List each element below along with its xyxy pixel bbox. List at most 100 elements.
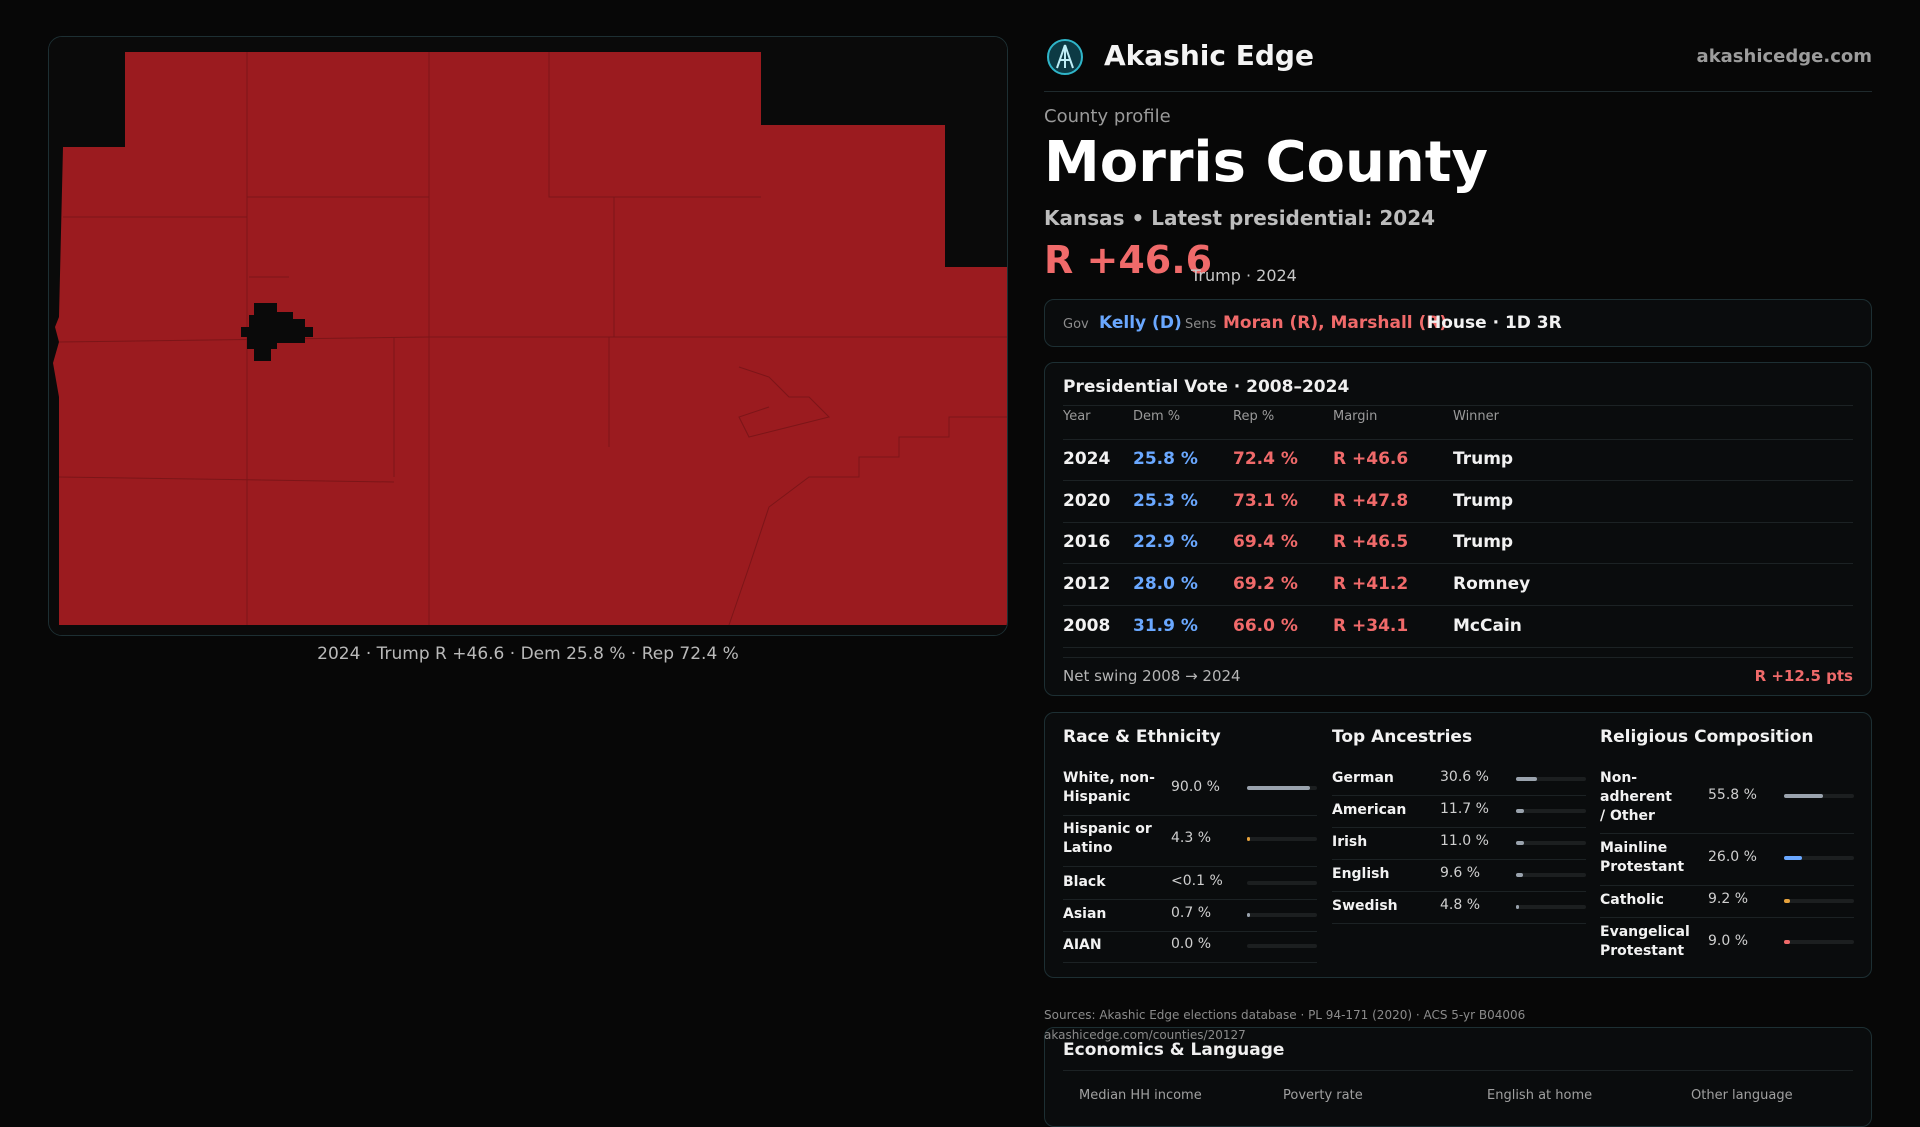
sources-url[interactable]: akashicedge.com/counties/20127 (1044, 1028, 1246, 1042)
county-map[interactable] (48, 36, 1008, 636)
house-delegation: House · 1D 3R (1427, 313, 1562, 333)
divider (1332, 891, 1586, 892)
divider (1063, 439, 1853, 440)
divider (1063, 931, 1317, 932)
row-winner: McCain (1453, 616, 1522, 636)
race-column: Race & Ethnicity White, non-Hispanic 90.… (1063, 713, 1317, 979)
row-rep: 72.4 % (1233, 449, 1298, 469)
col-rep: Rep % (1233, 409, 1275, 424)
econ-col-other: Other language (1691, 1088, 1793, 1103)
profile-kicker: County profile (1044, 106, 1171, 127)
divider (1063, 522, 1853, 523)
list-item: Hispanic or Latino 4.3 % (1063, 820, 1317, 867)
item-bar (1784, 856, 1854, 860)
item-name: Irish (1332, 834, 1368, 850)
item-bar (1516, 841, 1586, 845)
col-dem: Dem % (1133, 409, 1181, 424)
list-item: Mainline Protestant 26.0 % (1600, 839, 1854, 886)
item-bar-fill (1784, 856, 1803, 860)
item-name: English (1332, 866, 1390, 882)
table-row: 2024 25.8 % 72.4 % R +46.6 Trump (1045, 439, 1871, 480)
divider (1063, 647, 1853, 648)
religion-column: Religious Composition Non-adherent / Oth… (1600, 713, 1854, 979)
list-item: AIAN 0.0 % (1063, 936, 1317, 963)
item-bar-fill (1516, 777, 1538, 781)
religion-title: Religious Composition (1600, 727, 1814, 747)
county-map-svg (49, 37, 1008, 635)
race-title: Race & Ethnicity (1063, 727, 1221, 747)
divider (1332, 859, 1586, 860)
representatives-card: Gov Kelly (D) Sens Moran (R), Marshall (… (1044, 299, 1872, 347)
item-bar (1247, 837, 1317, 841)
item-name: Mainline Protestant (1600, 840, 1685, 875)
row-rep: 69.4 % (1233, 532, 1298, 552)
table-row: 2008 31.9 % 66.0 % R +34.1 McCain (1045, 606, 1871, 647)
site-link[interactable]: akashicedge.com (1696, 46, 1872, 67)
county-subtitle: Kansas • Latest presidential: 2024 (1044, 206, 1436, 230)
item-value: 4.8 % (1440, 897, 1481, 913)
row-year: 2012 (1063, 574, 1111, 594)
item-bar-fill (1516, 873, 1523, 877)
list-item: German 30.6 % (1332, 769, 1586, 796)
divider (1332, 795, 1586, 796)
row-rep: 66.0 % (1233, 616, 1298, 636)
sources-line: Sources: Akashic Edge elections database… (1044, 1008, 1526, 1022)
econ-col-poverty: Poverty rate (1283, 1088, 1363, 1103)
item-value: 0.7 % (1171, 905, 1212, 921)
sens-label: Sens (1185, 317, 1217, 332)
item-name: Asian (1063, 906, 1107, 922)
gov-label: Gov (1063, 317, 1089, 332)
list-item: Non-adherent / Other 55.8 % (1600, 769, 1854, 834)
divider (1600, 885, 1854, 886)
item-bar-fill (1784, 794, 1824, 798)
divider (1063, 815, 1317, 816)
list-item: Swedish 4.8 % (1332, 897, 1586, 924)
item-name: American (1332, 802, 1407, 818)
row-dem: 28.0 % (1133, 574, 1198, 594)
row-winner: Trump (1453, 491, 1514, 511)
item-value: 55.8 % (1708, 787, 1757, 803)
item-value: 11.0 % (1440, 833, 1489, 849)
row-winner: Trump (1453, 532, 1514, 552)
row-dem: 25.3 % (1133, 491, 1198, 511)
ancestry-column: Top Ancestries German 30.6 % American 11… (1332, 713, 1586, 979)
header: Akashic Edge akashicedge.com (1044, 30, 1872, 92)
item-name: Evangelical Protestant (1600, 924, 1690, 959)
latest-margin: R +46.6 (1044, 238, 1213, 282)
divider (1600, 833, 1854, 834)
divider (1063, 657, 1853, 658)
divider (1063, 1070, 1853, 1071)
county-shape[interactable] (53, 52, 1008, 625)
item-value: 0.0 % (1171, 936, 1212, 952)
list-item: Catholic 9.2 % (1600, 891, 1854, 918)
brand-name: Akashic Edge (1104, 39, 1314, 72)
item-bar (1784, 940, 1854, 944)
item-value: 9.2 % (1708, 891, 1749, 907)
list-item: Irish 11.0 % (1332, 833, 1586, 860)
list-item: Evangelical Protestant 9.0 % (1600, 923, 1854, 967)
item-bar (1516, 809, 1586, 813)
divider (1063, 563, 1853, 564)
net-swing-value: R +12.5 pts (1754, 667, 1853, 685)
item-bar-fill (1516, 905, 1520, 909)
item-value: 30.6 % (1440, 769, 1489, 785)
table-row: 2012 28.0 % 69.2 % R +41.2 Romney (1045, 564, 1871, 605)
item-bar-fill (1784, 899, 1791, 903)
item-bar (1247, 944, 1317, 948)
list-item: American 11.7 % (1332, 801, 1586, 828)
divider (1063, 866, 1317, 867)
net-swing-label: Net swing 2008 → 2024 (1063, 667, 1241, 685)
latest-margin-sub: Trump · 2024 (1191, 266, 1297, 285)
senators: Moran (R), Marshall (R) (1223, 313, 1448, 333)
list-item: English 9.6 % (1332, 865, 1586, 892)
list-item: Asian 0.7 % (1063, 905, 1317, 932)
list-item: Black <0.1 % (1063, 873, 1317, 900)
row-dem: 25.8 % (1133, 449, 1198, 469)
item-bar (1516, 777, 1586, 781)
row-dem: 22.9 % (1133, 532, 1198, 552)
row-winner: Romney (1453, 574, 1531, 594)
divider (1063, 962, 1317, 963)
item-value: 4.3 % (1171, 830, 1212, 846)
economics-title: Economics & Language (1063, 1040, 1285, 1060)
col-margin: Margin (1333, 409, 1378, 424)
